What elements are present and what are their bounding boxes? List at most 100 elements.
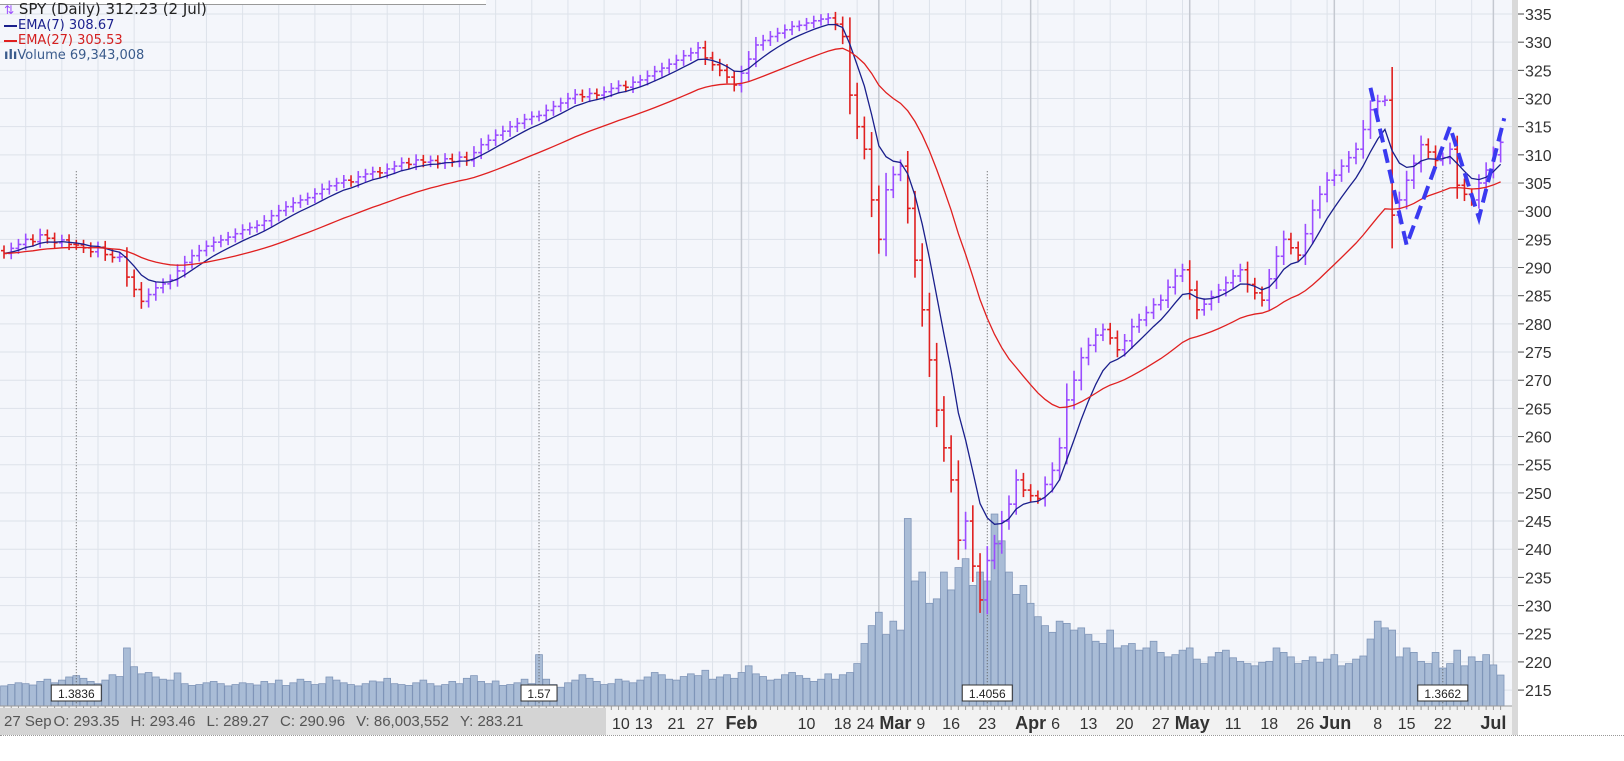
volume-bar	[253, 684, 261, 707]
ohlc-bar	[391, 160, 398, 175]
price-tick-label: 215	[1525, 683, 1552, 700]
volume-bar	[781, 674, 789, 707]
ohlc-bar	[492, 129, 499, 146]
ohlc-bar	[673, 54, 680, 70]
price-tick-label: 300	[1525, 204, 1552, 221]
legend-ema27: EMA(27) 305.53	[4, 33, 207, 48]
ohlc-bar	[861, 116, 868, 160]
volume-bar	[607, 683, 616, 707]
ohlc-bar	[1165, 279, 1172, 308]
legend-title: ⇅ SPY (Daily) 312.23 (2 Jul)	[4, 2, 207, 18]
ohlc-bar	[290, 197, 297, 213]
ohlc-bar	[232, 228, 239, 243]
ohlc-bar	[1295, 241, 1302, 262]
price-chart[interactable]: 1.3836 1.57 1.4056 1.3662 215 220 225 230 235 240…	[0, 0, 1624, 735]
volume-bar	[1070, 629, 1078, 707]
ohlc-bar	[15, 238, 22, 254]
volume-bar	[629, 682, 637, 707]
volume-bar	[1185, 647, 1194, 707]
ohlc-bar	[29, 234, 36, 247]
ohlc-bar	[37, 228, 44, 248]
ohlc-bar	[883, 172, 890, 257]
volume-bar	[137, 673, 146, 707]
volume-bar	[1236, 660, 1245, 707]
ohlc-bar	[1063, 383, 1070, 465]
ohlc-bar	[615, 80, 622, 94]
volume-bar	[354, 685, 363, 707]
ohlc-bar	[695, 42, 702, 59]
volume-bar	[1279, 652, 1288, 707]
volume-bar	[202, 682, 211, 707]
ohlc-bar	[637, 74, 644, 88]
volume-bar	[903, 518, 912, 707]
volume-bar	[1157, 652, 1165, 707]
status-low: L: 289.27	[206, 713, 270, 730]
volume-bar	[708, 678, 717, 707]
volume-bar	[1352, 658, 1360, 707]
volume-bar	[1019, 585, 1028, 707]
ohlc-bar	[254, 220, 261, 233]
volume-bar	[123, 647, 131, 707]
volume-bar	[744, 665, 753, 707]
volume-marker-box	[520, 684, 558, 702]
legend-volume: ılıVolume 69,343,008	[4, 48, 207, 63]
volume-bar	[1171, 654, 1180, 707]
volume-marker: 1.3662	[1417, 684, 1469, 702]
volume-bar	[636, 679, 645, 707]
date-tick-label: 9	[916, 716, 925, 733]
ohlc-bar	[1237, 263, 1244, 283]
date-tick-label: May	[1175, 713, 1210, 733]
volume-bar	[1012, 593, 1020, 707]
price-tick-label: 240	[1525, 542, 1552, 559]
volume-bar	[766, 679, 775, 707]
volume-bar	[499, 685, 507, 707]
top-scrollbar[interactable]	[0, 0, 486, 5]
volume-bar	[36, 681, 44, 707]
volume-bar	[311, 684, 319, 707]
ohlc-bar	[1230, 269, 1237, 289]
volume-bar	[925, 602, 934, 707]
date-tick-label: 16	[942, 716, 960, 733]
legend-ema7-text: EMA(7) 308.67	[18, 18, 115, 33]
price-tick-label: 270	[1525, 373, 1552, 390]
volume-bar	[846, 672, 854, 707]
price-axis-panel	[1512, 0, 1624, 735]
volume-bar	[1482, 654, 1490, 707]
date-tick-label: Feb	[725, 713, 757, 733]
volume-bar	[166, 679, 175, 707]
volume-bar	[361, 683, 370, 707]
ohlc-bar	[825, 13, 832, 24]
ohlc-bar	[709, 51, 716, 71]
ohlc-bar	[911, 190, 918, 278]
volume-bar	[679, 676, 688, 707]
volume-bar	[831, 678, 840, 707]
volume-bar	[115, 676, 124, 707]
volume-bar	[961, 558, 970, 707]
ohlc-bar	[239, 224, 246, 240]
volume-bar	[426, 683, 435, 707]
status-close: C: 290.96	[280, 713, 346, 730]
volume-bar	[1410, 652, 1418, 707]
date-tick-label: 18	[834, 716, 852, 733]
volume-bar	[217, 683, 225, 707]
ohlc-bar	[1381, 95, 1388, 107]
ohlc-bar	[1266, 268, 1273, 311]
price-tick-label: 275	[1525, 345, 1552, 362]
volume-bar	[368, 680, 377, 707]
legend-ema27-text: EMA(27) 305.53	[18, 33, 123, 48]
volume-bar	[1048, 631, 1057, 707]
status-open: O: 293.35	[53, 713, 120, 730]
date-tick-label: 27	[696, 716, 714, 733]
volume-bar	[318, 683, 326, 707]
volume-bar	[889, 620, 898, 707]
volume-bar	[1077, 627, 1086, 707]
volume-bar	[1055, 620, 1064, 707]
price-tick-label: 260	[1525, 430, 1552, 447]
volume-bar	[556, 686, 565, 707]
ohlc-bar	[1432, 145, 1439, 168]
volume-bar	[947, 589, 955, 707]
date-tick-label: Jun	[1319, 713, 1351, 733]
ohlc-bar	[687, 47, 694, 61]
volume-bar	[882, 634, 890, 707]
